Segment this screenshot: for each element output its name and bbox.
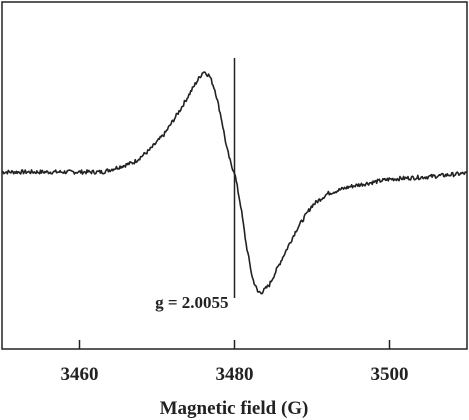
g-value-annotation: g = 2.0055 [155, 293, 228, 312]
series-line [1, 71, 468, 295]
x-axis-label: Magnetic field (G) [160, 398, 309, 419]
x-tick-label-3460: 3460 [61, 364, 99, 385]
x-axis-tick-labels: 3460 3480 3500 [61, 364, 409, 385]
x-tick-label-3480: 3480 [216, 364, 254, 385]
x-axis-ticks [78, 340, 391, 349]
x-tick-label-3500: 3500 [371, 364, 409, 385]
